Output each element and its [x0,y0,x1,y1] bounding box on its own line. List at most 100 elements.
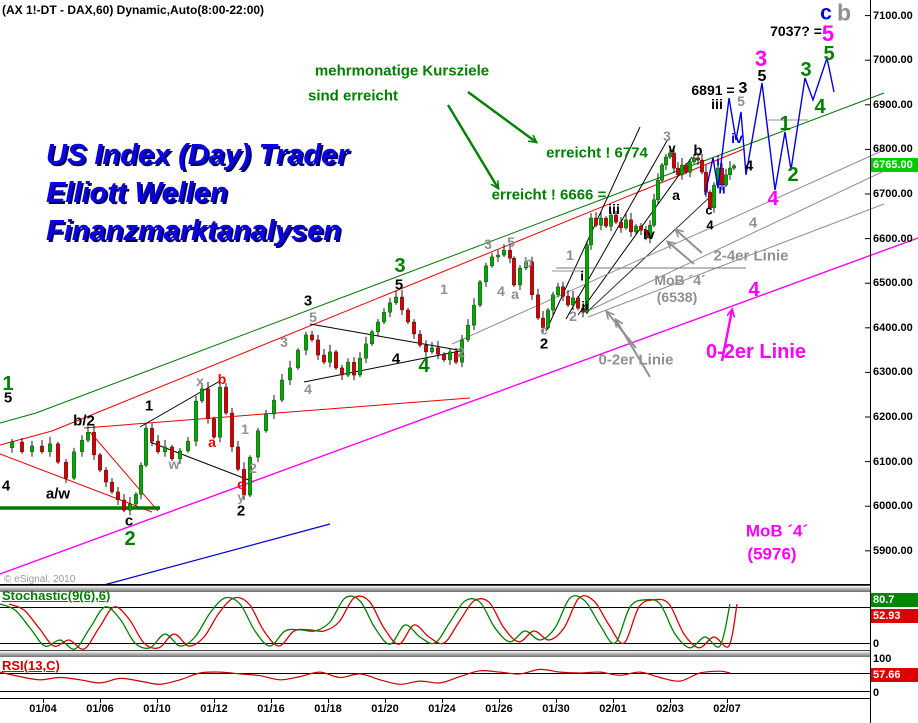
date-tick-label: 01/12 [200,703,228,715]
annotation-text: 7037? = [770,23,822,39]
date-tick-label: 01/04 [29,703,57,715]
wave-label: 4 [767,188,779,210]
wave-label: 1 [566,247,574,263]
wave-label: 3 [800,59,812,81]
wave-label: y [237,489,245,505]
price-tick-label: 7100.00 [873,9,913,22]
wave-label: 2 [569,308,577,324]
wave-label: ii [718,181,726,197]
wave-label: 2 [539,335,549,353]
wave-label: 3 [303,292,313,310]
stochastic-indicator-label[interactable]: Stochastic(9(6),6) [2,588,111,603]
wave-label: 1 [144,397,154,415]
wave-label: 3 [663,128,671,144]
annotation-text: sind erreicht [307,87,399,105]
price-tick-label: 6900.00 [873,98,913,111]
wave-label: b/2 [73,412,95,430]
date-tick-label: 02/01 [599,703,627,715]
rsi-plot [0,668,731,685]
annotation-text: 0-2er Linie [705,341,807,363]
trend-lines[interactable] [0,92,918,587]
price-tick-label: 6000.00 [873,500,913,513]
date-tick-label: 01/16 [257,703,285,715]
date-tick-label: 01/20 [371,703,399,715]
date-tick-label: 01/06 [86,703,114,715]
wave-label: 2 [124,528,136,550]
date-tick-label: 01/18 [314,703,342,715]
annotation-text: 2-4er Linie [713,247,789,265]
annotation-text: (5976) [747,544,797,564]
wave-label: 4 [497,283,505,299]
rsi-indicator-label[interactable]: RSI(13,C) [2,658,60,673]
wave-label: a [208,434,216,450]
wave-label: a [511,286,519,302]
wave-label: 1 [440,281,448,297]
annotation-text: MoB ´4´ [654,272,706,288]
rsi-value-badge: 57.66 [871,668,918,682]
wave-label: b [217,371,227,387]
stoch-k-badge: 80.7 [871,593,918,607]
wave-label: 2 [249,460,257,476]
wave-label: i [580,268,584,284]
wave-label: c [820,1,832,25]
annotation-text: erreicht ! 6666 = [491,186,607,204]
price-tick-label: 7000.00 [873,54,913,67]
stochastic-plot [0,595,738,650]
wave-label: w [168,456,180,472]
wave-label: 4 [748,279,760,301]
wave-label: iv [643,226,655,242]
wave-label: 3 [394,255,406,277]
rsi-axis-100: 100 [873,653,892,665]
wave-label: 5 [823,43,835,65]
wave-label: 4 [418,355,430,377]
wave-label: a/w [45,485,71,503]
rsi-axis-0: 0 [873,687,880,699]
annotation-text: 6891 = [691,82,735,98]
wave-label: 5 [507,234,515,250]
wave-label: b [836,0,852,26]
annotation-text: (6538) [656,289,698,305]
candlestick-series [10,148,736,516]
wave-label: 1 [2,373,14,395]
wave-label: 4 [744,157,754,175]
wave-label: c [540,322,548,338]
price-tick-label: 6200.00 [873,411,913,423]
wave-label: 4 [304,381,312,397]
wave-label: i [716,153,720,169]
panel-divider[interactable] [0,650,870,657]
price-tick-label: 6400.00 [873,321,913,334]
wave-label: 4 [1,477,11,495]
esignal-watermark: © eSignal, 2010 [4,574,76,585]
wave-label: b [523,254,533,270]
wave-label: 5 [3,389,13,407]
wave-label: iii [711,96,723,112]
wave-label: ii [581,298,589,314]
wave-label: 1 [779,113,791,135]
date-tick-label: 01/24 [428,703,456,715]
wave-label: 5 [757,68,767,85]
wave-label: 3 [280,334,288,350]
price-tick-label: 5900.00 [873,544,913,557]
date-tick-label: 02/07 [713,703,741,715]
wave-label: iv [731,130,743,146]
panel-divider[interactable] [0,585,870,592]
price-tick-label: 6800.00 [873,143,913,156]
wave-label: 3 [738,80,748,97]
wave-label: 1 [241,421,249,437]
annotation-arrows [446,91,732,378]
date-tick-label: 01/26 [485,703,513,715]
wave-label: 5 [737,93,745,109]
last-price-badge: 6765.00 [871,158,918,172]
date-tick-label: 02/03 [656,703,684,715]
wave-label: v [668,140,676,156]
wave-label: 3 [754,46,768,71]
wave-label: b [693,142,703,160]
price-tick-label: 6600.00 [873,232,913,245]
wave-label: c [237,476,245,492]
wave-label: a [672,187,680,203]
wave-label: 2 [236,502,246,520]
wave-label: 5 [394,276,404,294]
wave-label: x [196,373,204,389]
